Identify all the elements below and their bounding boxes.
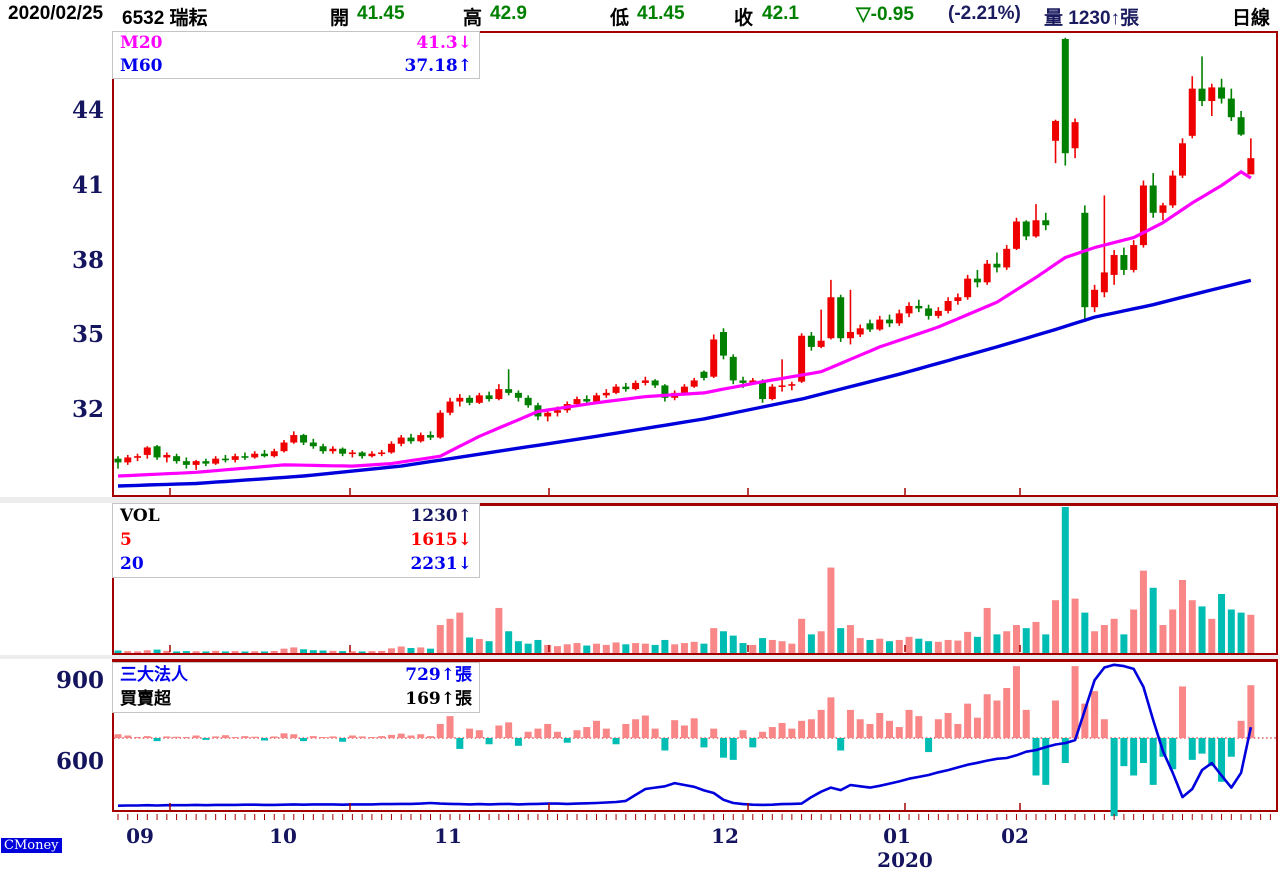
institutional-legend: 三大法人 729↑張 買賣超 169↑張: [112, 662, 480, 713]
change-percent: (-2.21%): [948, 3, 1021, 24]
inst-total-label: 三大法人: [120, 665, 188, 685]
header-bar: 2020/02/25 6532 瑞耘 開 41.45 高 42.9 低 41.4…: [0, 0, 1280, 31]
legend-row-vol5: 5 1615↓: [113, 528, 479, 552]
m20-value: 41.3↓: [416, 33, 472, 53]
vol20-label: 20: [120, 554, 144, 574]
candlesticks: [114, 37, 1255, 470]
price-change: ▽-0.95: [856, 4, 914, 25]
price-tick-35: 35: [71, 321, 104, 348]
inst-tick-900: 900: [55, 667, 104, 694]
m60-line: [117, 278, 1252, 488]
open-label: 開: [330, 8, 350, 29]
high-label: 高: [463, 8, 483, 29]
month-label-10: 10: [269, 824, 297, 848]
period-tab-daily[interactable]: 日線: [1232, 8, 1271, 29]
volume-summary: 量 1230↑張: [1044, 8, 1140, 29]
legend-row-inst-net: 買賣超 169↑張: [113, 687, 479, 711]
inst-net-value: 169↑張: [405, 689, 472, 709]
institutional-bars: [114, 666, 1255, 817]
price-tick-32: 32: [71, 396, 104, 423]
low-label: 低: [610, 8, 630, 29]
volume-legend: VOL 1230↑ 5 1615↓ 20 2231↓: [112, 503, 480, 578]
month-label-09: 09: [126, 824, 154, 848]
close-label: 收: [734, 8, 754, 29]
date-label: 2020/02/25: [8, 3, 104, 24]
inst-net-label: 買賣超: [120, 689, 171, 709]
legend-row-vol: VOL 1230↑: [113, 504, 479, 528]
price-tick-41: 41: [71, 172, 104, 199]
cmoney-logo: CMoney: [1, 838, 62, 853]
m20-label: M20: [120, 33, 163, 53]
inst-total-value: 729↑張: [405, 665, 472, 685]
month-label-11: 11: [434, 824, 462, 848]
high-value: 42.9: [490, 3, 527, 24]
month-label-02: 02: [1001, 824, 1029, 848]
price-tick-38: 38: [71, 247, 104, 274]
pane-divider: [0, 655, 1280, 659]
year-label: 2020: [877, 848, 933, 872]
month-label-01: 01: [883, 824, 911, 848]
legend-row-vol20: 20 2231↓: [113, 552, 479, 576]
legend-row-m60: M60 37.18↑: [113, 55, 479, 78]
legend-row-inst-total: 三大法人 729↑張: [113, 663, 479, 687]
vol5-label: 5: [120, 530, 132, 550]
vol-label: VOL: [120, 506, 160, 526]
legend-row-m20: M20 41.3↓: [113, 32, 479, 55]
institutional-line: [117, 663, 1253, 807]
month-label-12: 12: [711, 824, 739, 848]
month-ticks: [169, 488, 1021, 810]
pane-divider: [0, 497, 1280, 503]
change-value: 42.1: [762, 3, 799, 24]
inst-tick-600: 600: [55, 748, 104, 775]
price-tick-44: 44: [71, 97, 104, 124]
vol5-value: 1615↓: [410, 530, 472, 550]
vol20-value: 2231↓: [410, 554, 472, 574]
day-ticks: [117, 814, 1271, 820]
price-legend: M20 41.3↓ M60 37.18↑: [112, 31, 480, 79]
open-value: 41.45: [357, 3, 405, 24]
volume-bars: [114, 507, 1255, 653]
vol-value: 1230↑: [410, 506, 472, 526]
low-value: 41.45: [637, 3, 685, 24]
m60-value: 37.18↑: [404, 56, 472, 76]
symbol-label: 6532 瑞耘: [122, 8, 208, 29]
m60-label: M60: [120, 56, 163, 76]
m20-line: [117, 170, 1252, 478]
